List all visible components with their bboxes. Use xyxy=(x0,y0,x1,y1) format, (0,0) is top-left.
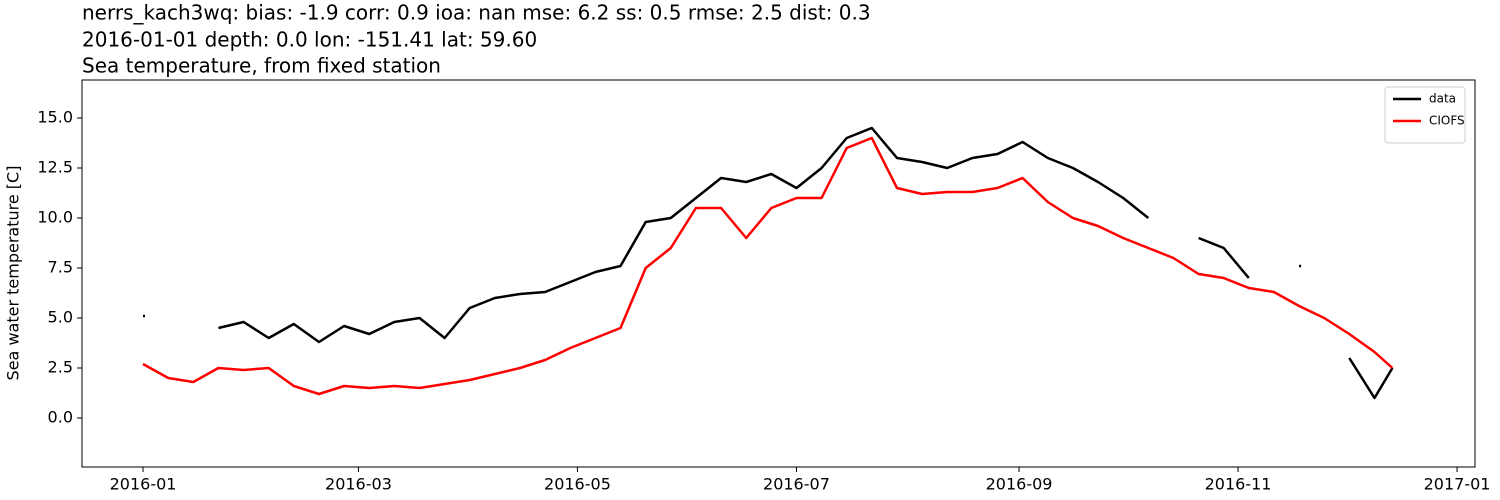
x-tick-label: 2016-05 xyxy=(544,475,611,494)
x-tick-label: 2017-01 xyxy=(1424,475,1491,494)
y-tick-label: 0.0 xyxy=(48,408,73,427)
chart-subtitle: 2016-01-01 depth: 0.0 lon: -151.41 lat: … xyxy=(82,28,537,52)
y-tick-label: 12.5 xyxy=(37,158,73,177)
data-line xyxy=(142,136,1394,396)
legend-text: data xyxy=(1429,92,1456,106)
y-tick-label: 2.5 xyxy=(48,358,73,377)
y-tick-label: 7.5 xyxy=(48,258,73,277)
y-tick-label: 10.0 xyxy=(37,208,73,227)
x-tick-label: 2016-09 xyxy=(986,475,1053,494)
x-tick-label: 2016-11 xyxy=(1205,475,1272,494)
plot-frame xyxy=(81,79,1476,468)
y-tick-label: 15.0 xyxy=(37,108,73,127)
y-axis-label: Sea water temperature [C] xyxy=(4,166,23,381)
chart-title: nerrs_kach3wq: bias: -1.9 corr: 0.9 ioa:… xyxy=(82,1,871,25)
chart-subtitle: Sea temperature, from fixed station xyxy=(82,54,441,78)
x-tick-label: 2016-01 xyxy=(110,475,177,494)
legend-text: CIOFS xyxy=(1429,114,1465,128)
legend-box xyxy=(1384,86,1466,144)
x-tick-label: 2016-03 xyxy=(325,475,392,494)
y-tick-label: 5.0 xyxy=(48,308,73,327)
legend: data CIOFS xyxy=(1384,86,1466,144)
data-line xyxy=(143,126,1394,400)
x-tick-label: 2016-07 xyxy=(763,475,830,494)
